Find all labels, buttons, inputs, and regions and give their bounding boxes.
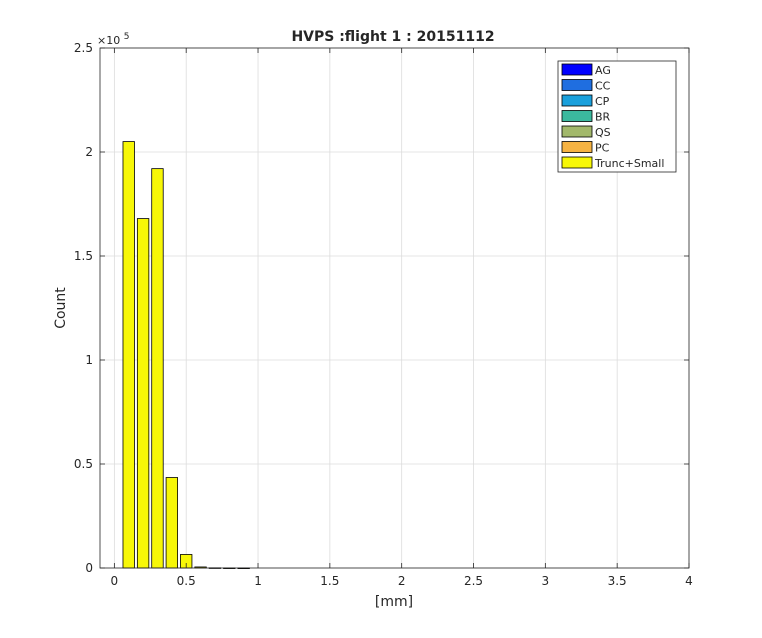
y-axis-label: Count xyxy=(53,287,69,329)
bar-trunc-small xyxy=(136,218,150,569)
y-tick-label: 1 xyxy=(85,353,93,367)
legend-swatch-trunc-small xyxy=(561,156,593,169)
legend-label-pc: PC xyxy=(595,142,610,155)
legend-label-cc: CC xyxy=(595,80,611,93)
grid xyxy=(100,47,690,569)
legend-label-ag: AG xyxy=(595,64,611,77)
x-tick-labels: 0 0.5 1 1.5 2 2.5 3 3.5 4 xyxy=(111,574,693,588)
legend-swatch-br xyxy=(561,110,593,122)
x-tick-label: 4 xyxy=(685,574,693,588)
legend-label-cp: CP xyxy=(595,95,610,108)
legend: AG CC CP BR QS PC Trunc+Small xyxy=(557,60,677,173)
x-tick-label: 2.5 xyxy=(464,574,483,588)
x-tick-label: 1.5 xyxy=(320,574,339,588)
y-exponent-power: 5 xyxy=(124,32,130,42)
legend-swatch-ag xyxy=(561,63,593,76)
legend-swatch-cc xyxy=(561,79,593,91)
legend-swatch-cp xyxy=(561,94,593,107)
x-tick-label: 3.5 xyxy=(608,574,627,588)
y-tick-label: 1.5 xyxy=(74,249,93,263)
ticks xyxy=(100,47,690,569)
x-tick-label: 3 xyxy=(542,574,550,588)
y-tick-label: 0.5 xyxy=(74,457,93,471)
bar-trunc-small xyxy=(165,477,178,569)
bar-trunc-small xyxy=(151,168,164,569)
x-tick-label: 1 xyxy=(254,574,262,588)
y-tick-labels: 0 0.5 1 1.5 2 2.5 xyxy=(74,41,93,575)
x-tick-label: 0.5 xyxy=(177,574,196,588)
bar-trunc-small xyxy=(122,141,135,569)
chart-title: HVPS :flight 1 : 20151112 xyxy=(291,29,494,45)
y-exponent-label: ×10 5 xyxy=(97,32,129,47)
x-tick-label: 0 xyxy=(111,574,119,588)
legend-swatch-pc xyxy=(561,141,593,153)
y-tick-label: 2 xyxy=(85,145,93,159)
legend-swatch-qs xyxy=(561,125,593,138)
y-exponent-base: ×10 xyxy=(97,34,120,47)
y-tick-label: 2.5 xyxy=(74,41,93,55)
y-tick-label: 0 xyxy=(85,561,93,575)
axes-box xyxy=(99,47,690,569)
x-axis-label: [mm] xyxy=(375,594,413,610)
legend-label-br: BR xyxy=(595,111,611,124)
legend-label-trunc-small: Trunc+Small xyxy=(594,157,664,170)
x-tick-label: 2 xyxy=(398,574,406,588)
legend-label-qs: QS xyxy=(595,126,611,139)
legend-items: AG CC CP BR QS PC Trunc+Small xyxy=(561,63,664,170)
